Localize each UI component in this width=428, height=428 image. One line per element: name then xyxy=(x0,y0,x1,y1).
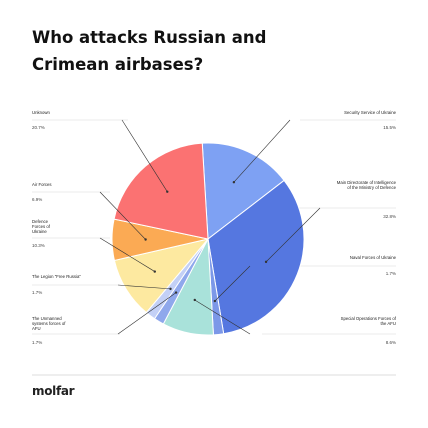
label-air-forces: Air Forces xyxy=(32,182,52,187)
leader-dot-2 xyxy=(213,299,217,303)
leader-dot-3 xyxy=(193,298,196,302)
label-unknown: Unknown xyxy=(32,110,50,115)
value-security-service: 15.5% xyxy=(383,125,396,130)
leader-line-7 xyxy=(99,191,146,240)
value-main-directorate: 32.8% xyxy=(383,214,396,219)
leader-line-8 xyxy=(121,119,168,192)
value-legion-free-russia: 1.7% xyxy=(32,290,43,295)
leader-line-0 xyxy=(233,119,291,183)
value-air-forces: 6.9% xyxy=(32,197,43,202)
label-unmanned-systems: The Unmanned systems forces of AFU xyxy=(32,316,66,332)
chart-title: Who attacks Russian and Crimean airbases… xyxy=(32,28,267,74)
leader-line-2 xyxy=(214,265,251,302)
label-defence-forces: Defence Forces of Ukraine xyxy=(32,219,50,235)
leader-line-1 xyxy=(265,207,321,263)
leader-line-5 xyxy=(117,284,171,290)
value-unmanned-systems: 1.7% xyxy=(32,340,43,345)
pie-slice-0 xyxy=(201,142,285,240)
leader-dot-7 xyxy=(144,238,147,241)
value-special-operations: 8.6% xyxy=(385,340,396,345)
label-naval-forces: Naval Forces of Ukraine xyxy=(349,255,396,260)
label-special-operations: Special Operations Forces of the AFU xyxy=(340,316,396,327)
leader-dot-5 xyxy=(169,287,172,291)
value-unknown: 20.7% xyxy=(32,125,45,130)
leader-dot-6 xyxy=(153,270,156,273)
pie-slice-8 xyxy=(113,142,209,240)
leader-dot-0 xyxy=(232,181,236,184)
pie-slice-1 xyxy=(207,179,305,335)
label-security-service: Security Service of Ukraine xyxy=(344,110,396,115)
leader-line-4 xyxy=(117,292,177,335)
leader-dot-4 xyxy=(174,291,178,294)
value-defence-forces: 10.3% xyxy=(32,243,45,248)
leader-dot-8 xyxy=(166,190,169,193)
leader-line-6 xyxy=(99,237,155,272)
leader-line-3 xyxy=(194,299,251,335)
leader-dot-1 xyxy=(264,260,268,264)
label-legion-free-russia: The Legion "Free Russia" xyxy=(32,274,81,279)
label-main-directorate: Main Directorate of Intelligence of the … xyxy=(336,180,396,191)
value-naval-forces: 1.7% xyxy=(385,271,396,276)
molfar-logo: molfar xyxy=(32,384,75,398)
